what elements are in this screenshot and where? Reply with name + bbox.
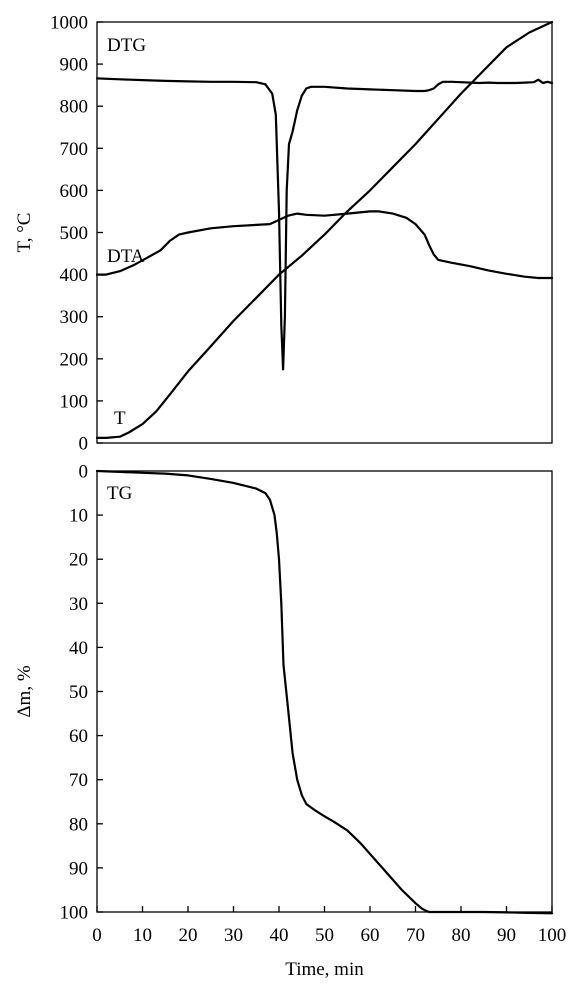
series-line-t <box>95 20 554 439</box>
plot-frame-top <box>96 21 553 444</box>
series-label-t: T <box>114 408 126 429</box>
series-label-dta: DTA <box>107 246 145 267</box>
x-tick-label-bottom: 70 <box>406 925 425 946</box>
y-tick-label-bottom: 0 <box>79 462 89 483</box>
y-tick-label-top: 200 <box>60 349 89 370</box>
y-tick-label-top: 300 <box>60 307 89 328</box>
series-line-dta <box>95 210 554 280</box>
y-tick-label-bottom: 10 <box>69 506 88 527</box>
x-tick-label-bottom: 30 <box>224 925 243 946</box>
x-tick-label-bottom: 60 <box>361 925 380 946</box>
y-tick-label-bottom: 30 <box>69 594 88 615</box>
x-tick-label-bottom: 100 <box>538 925 567 946</box>
y-tick-label-bottom: 70 <box>69 770 88 791</box>
y-tick-label-top: 1000 <box>50 13 88 34</box>
y-tick-label-bottom: 100 <box>60 903 89 924</box>
x-axis-label: Time, min <box>285 959 364 980</box>
y-axis-label-top: T, °C <box>14 213 35 253</box>
y-tick-label-bottom: 80 <box>69 814 88 835</box>
y-tick-label-top: 0 <box>79 434 89 455</box>
y-tick-label-top: 100 <box>60 391 89 412</box>
x-tick-label-bottom: 0 <box>92 925 102 946</box>
plot-frame-bottom <box>96 470 553 913</box>
top-panel: 0 100 200 300 400 500 600 700 800 900 1000 T, °C DTG… <box>14 13 554 455</box>
y-tick-label-top: 600 <box>60 181 89 202</box>
y-tick-label-bottom: 20 <box>69 550 88 571</box>
y-tick-label-top: 900 <box>60 55 89 76</box>
x-tick-label-bottom: 10 <box>133 925 152 946</box>
y-tick-label-top: 700 <box>60 139 89 160</box>
x-tick-label-bottom: 80 <box>452 925 471 946</box>
y-tick-label-bottom: 60 <box>69 726 88 747</box>
series-line-dtg <box>95 77 554 371</box>
y-tick-label-bottom: 40 <box>69 638 88 659</box>
series-line-tg <box>95 469 554 915</box>
y-tick-label-top: 500 <box>60 223 89 244</box>
y-axis-label-bottom: Δm, % <box>14 665 35 717</box>
x-tick-label-bottom: 50 <box>315 925 334 946</box>
y-tick-label-bottom: 90 <box>69 858 88 879</box>
y-tick-label-top: 400 <box>60 265 89 286</box>
series-label-dtg: DTG <box>107 35 146 56</box>
x-tick-label-bottom: 90 <box>497 925 516 946</box>
y-tick-label-top: 800 <box>60 97 89 118</box>
x-tick-label-bottom: 20 <box>179 925 198 946</box>
y-tick-label-bottom: 50 <box>69 682 88 703</box>
series-label-tg: TG <box>107 483 133 504</box>
x-tick-label-bottom: 40 <box>270 925 289 946</box>
